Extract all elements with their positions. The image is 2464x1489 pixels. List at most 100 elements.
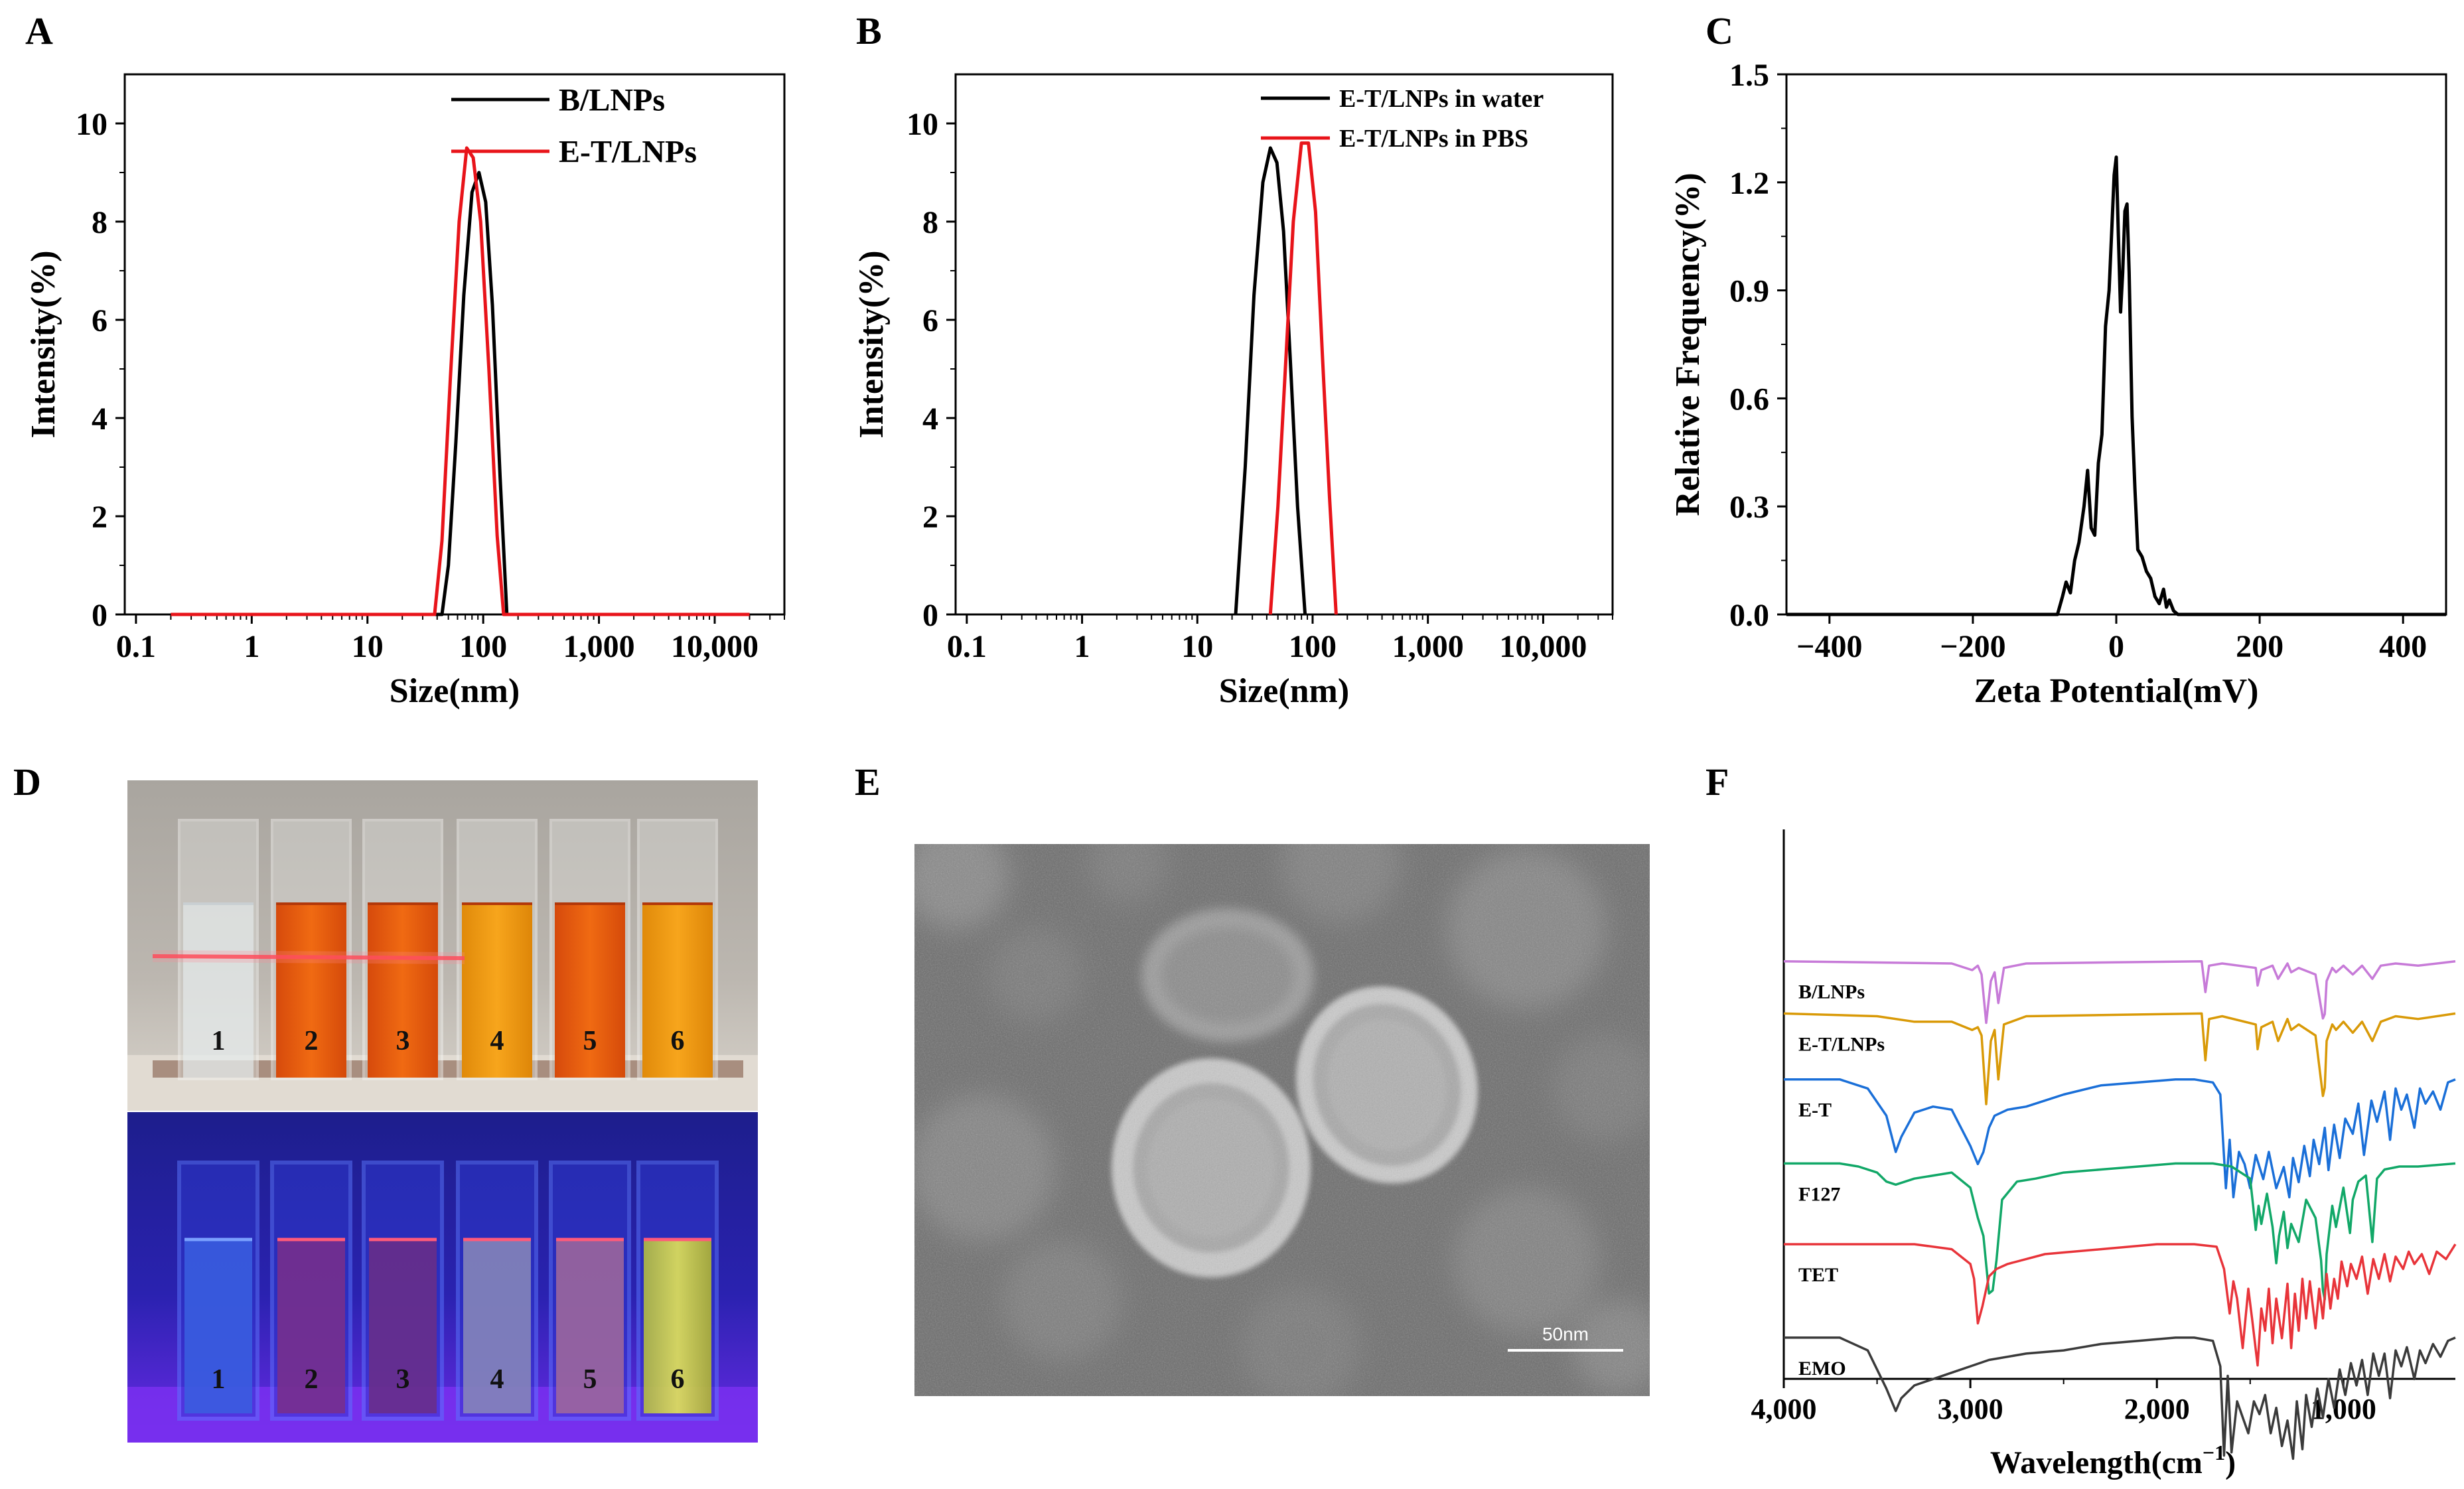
cuvette-label: 4 (490, 1026, 504, 1056)
x-axis-title-exponent: −1 (2203, 1441, 2225, 1464)
ftir-spectrum-tet (1784, 1243, 2457, 1367)
y-tick-label: 8 (922, 205, 938, 240)
y-tick-label: 0 (922, 598, 938, 633)
spectrum-label: TET (1798, 1264, 1838, 1286)
cuvettes-uv: 1 2 3 4 5 6 (177, 1161, 719, 1421)
x-tick-label: −200 (1940, 629, 2005, 664)
cuvette-liquid-uv (556, 1240, 624, 1413)
y-tick-label: 6 (92, 303, 108, 338)
ftir-spectrum-e-t-lnps (1783, 1012, 2456, 1105)
x-tick-label: 1 (244, 629, 259, 664)
x-axis-title-close: ) (2225, 1445, 2236, 1480)
plot-frame (954, 73, 1614, 616)
x-tick-label: 0 (2108, 629, 2124, 664)
laser-beam-glow (152, 950, 465, 964)
x-tick-label: 0.1 (947, 629, 987, 664)
cuvette-label: 1 (212, 1026, 226, 1056)
ftir-spectrum-f127 (1784, 1162, 2456, 1301)
cuvette-liquid-uv (369, 1240, 437, 1413)
panel-letter-c: C (1705, 9, 1733, 52)
x-axis-title: Size(nm) (1219, 672, 1349, 710)
chart-a: 0.1 1 10 100 1,000 10,0000246810Size(nm)Inten… (25, 73, 786, 710)
y-axis-title: Intensity(%) (25, 250, 62, 438)
cuvette-label: 5 (583, 1026, 597, 1056)
cuvette-label: 2 (305, 1026, 319, 1056)
cuvette-liquid-uv (184, 1240, 252, 1413)
panel-letter-d: D (13, 760, 41, 804)
series-line-e-t-lnps-in-water (1234, 146, 1307, 615)
cuvette-liquid-uv (644, 1240, 711, 1413)
series-line-zeta (1786, 155, 2446, 616)
x-axis-title: Zeta Potential(mV) (1974, 672, 2259, 710)
y-tick-label: 0.3 (1729, 490, 1769, 525)
cuvette-label-uv: 5 (583, 1364, 597, 1395)
y-tick-label: 1.2 (1729, 166, 1769, 201)
x-tick-label: 1,000 (1392, 629, 1464, 664)
series-line-b-lnps (171, 171, 750, 616)
panel-letter-e: E (855, 760, 881, 804)
y-tick-label: 0.6 (1729, 382, 1769, 417)
panel-letter-f: F (1705, 760, 1729, 804)
x-tick-label: −400 (1796, 629, 1862, 664)
cuvette-liquid (462, 904, 532, 1078)
cuvettes-daylight: 1 2 3 4 5 6 (178, 819, 718, 1080)
cuvette-photo: 1 2 3 4 5 6 1 2 3 4 5 6 (127, 780, 758, 1443)
y-axis-title: Intensity(%) (853, 250, 891, 438)
x-tick-label: 1,000 (563, 629, 635, 664)
spectrum-label: E-T (1798, 1099, 1832, 1121)
plot-frame (123, 73, 786, 616)
y-tick-label: 10 (906, 107, 938, 142)
laser-beam (152, 954, 465, 960)
y-tick-label: 4 (92, 401, 108, 437)
x-tick-label: 1 (1074, 629, 1090, 664)
legend-label: E-T/LNPs (559, 134, 697, 169)
y-tick-label: 0 (92, 598, 108, 633)
x-tick-label: 10 (352, 629, 384, 664)
y-tick-label: 6 (922, 303, 938, 338)
x-tick-label: 4,000 (1751, 1393, 1817, 1425)
x-tick-label: 0.1 (116, 629, 156, 664)
y-tick-label: 2 (92, 500, 108, 535)
cuvette-label-uv: 2 (305, 1364, 319, 1395)
spectrum-label: F127 (1798, 1183, 1840, 1205)
x-axis-title: Wavelength(cm−1) (1990, 1441, 2236, 1480)
y-tick-label: 10 (76, 107, 108, 142)
spectrum-label: B/LNPs (1798, 981, 1865, 1003)
cuvette-liquid (368, 904, 438, 1078)
chart-f: 4,000 3,000 2,000 1,000Wavelength(cm−1)B/LN… (1751, 829, 2457, 1480)
chart-c: −400 −200 0 200 400 0.0 0.3 0.6 0.9 1.2 1.5 Zeta Po… (1669, 58, 2447, 710)
cuvette-label: 6 (671, 1026, 685, 1056)
chart-b: 0.1 1 10 100 1,000 10,0000246810Size(nm)Inten… (853, 73, 1614, 710)
x-tick-label: 10,000 (1499, 629, 1587, 664)
y-tick-label: 1.5 (1729, 58, 1769, 93)
x-tick-label: 10,000 (671, 629, 759, 664)
panel-letter-b: B (856, 9, 882, 52)
cuvette-label-uv: 3 (396, 1364, 410, 1395)
x-axis-title: Size(nm) (390, 672, 520, 710)
x-axis-title-main: Wavelength(cm (1990, 1445, 2203, 1480)
x-tick-label: 2,000 (2124, 1393, 2190, 1425)
x-tick-label: 100 (1289, 629, 1337, 664)
ftir-spectrum-b-lnps (1783, 959, 2456, 1025)
sem-scale-label: 50nm (1542, 1324, 1589, 1344)
plot-frame (1785, 73, 2447, 616)
x-tick-label: 400 (2379, 629, 2427, 664)
cuvette-label-uv: 1 (212, 1364, 226, 1395)
y-tick-label: 4 (922, 401, 938, 437)
ftir-spectrum-e-t (1784, 1078, 2456, 1199)
spectrum-label: E-T/LNPs (1798, 1033, 1885, 1055)
y-tick-label: 0.9 (1729, 274, 1769, 309)
cuvette-liquid (642, 904, 713, 1078)
cuvette-label: 3 (396, 1026, 410, 1056)
cuvette-label-uv: 4 (490, 1364, 504, 1395)
sem-image: 50nm (914, 844, 1650, 1396)
spectrum-label: EMO (1798, 1358, 1846, 1380)
y-tick-label: 8 (92, 205, 108, 240)
legend-label: E-T/LNPs in water (1339, 85, 1544, 113)
panel-letter-a: A (25, 9, 53, 52)
cuvette-liquid (183, 904, 254, 1078)
cuvette-liquid-uv (277, 1240, 345, 1413)
ftir-spectrum-emo (1784, 1336, 2456, 1460)
y-axis-title: Relative Frequency(%) (1669, 173, 1707, 516)
